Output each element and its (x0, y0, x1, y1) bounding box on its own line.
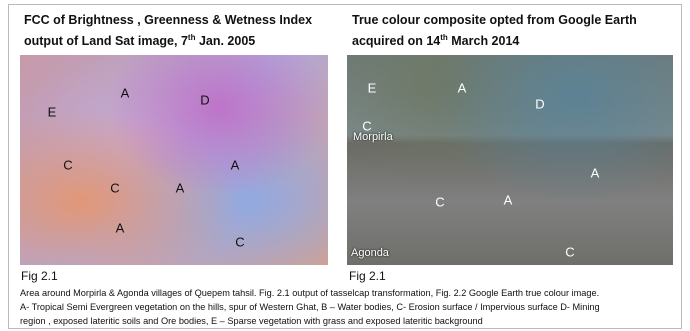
panel-title: True colour composite opted from Google … (352, 12, 637, 50)
map-label: D (200, 93, 209, 108)
map-label: C (235, 235, 244, 250)
title-text: Jan. 2005 (195, 34, 255, 48)
map-label: A (504, 193, 513, 208)
map-label: A (116, 221, 125, 236)
title-text: March 2014 (448, 34, 520, 48)
map-label: D (535, 97, 544, 112)
map-label: C (110, 181, 119, 196)
title-line: FCC of Brightness , Greenness & Wetness … (24, 12, 312, 29)
place-label: Agonda (351, 247, 389, 259)
map-label: C (63, 158, 72, 173)
map-label: A (121, 86, 130, 101)
place-label: Morpirla (353, 131, 393, 143)
title-line: acquired on 14th March 2014 (352, 29, 637, 50)
title-line: output of Land Sat image, 7th Jan. 2005 (24, 29, 312, 50)
map-label: E (368, 81, 377, 96)
caption-line: A- Tropical Semi Evergreen vegetation on… (20, 302, 600, 312)
page: FCC of Brightness , Greenness & Wetness … (0, 0, 690, 331)
title-line: True colour composite opted from Google … (352, 12, 637, 29)
title-text: output of Land Sat image, 7 (24, 34, 188, 48)
map-label: C (565, 245, 574, 260)
satellite-image: E A D C C A A A C (20, 55, 328, 265)
map-label: A (231, 158, 240, 173)
map-label: A (591, 166, 600, 181)
fig-label: Fig 2.1 (21, 269, 58, 283)
map-label: E (48, 105, 57, 120)
fig-label: Fig 2.1 (349, 269, 386, 283)
title-text: acquired on 14 (352, 34, 440, 48)
caption-line: Area around Morpirla & Agonda villages o… (20, 288, 599, 298)
panel-title: FCC of Brightness , Greenness & Wetness … (24, 12, 312, 50)
map-label: C (435, 195, 444, 210)
map-label: A (458, 81, 467, 96)
title-sup: th (440, 33, 448, 42)
caption-line: region , exposed lateritic soils and Ore… (20, 316, 483, 326)
map-label: A (176, 181, 185, 196)
